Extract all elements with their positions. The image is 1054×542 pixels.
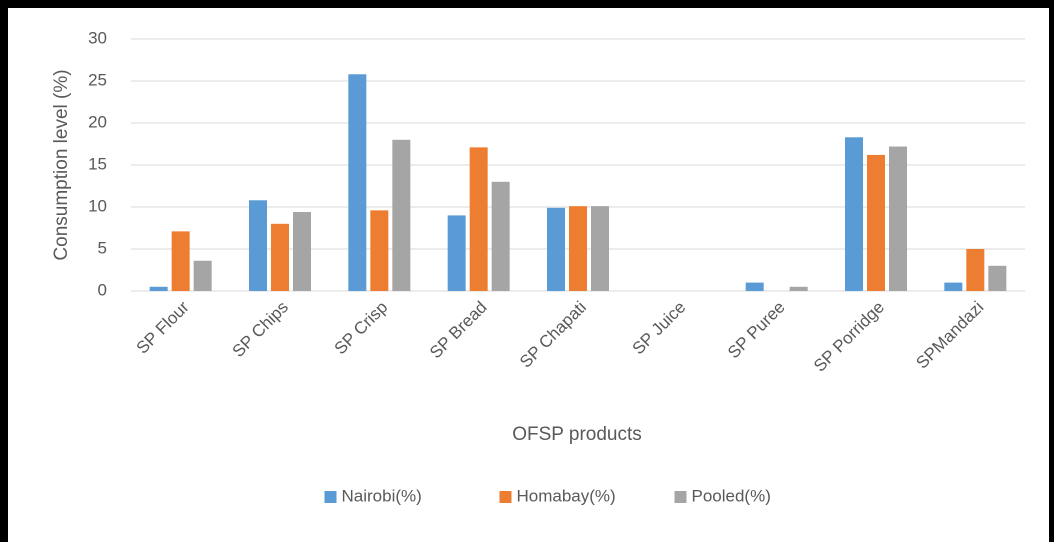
bar [348, 74, 367, 291]
y-tick-label: 0 [98, 280, 107, 299]
legend-label: Homabay(%) [517, 486, 616, 505]
bar [149, 286, 168, 291]
x-axis-title: OFSP products [512, 424, 642, 445]
y-tick-label: 20 [88, 112, 107, 131]
bar [889, 146, 907, 291]
y-tick-label: 10 [88, 196, 107, 215]
bar [547, 207, 565, 291]
bar [293, 212, 311, 291]
frame-right [1049, 0, 1054, 542]
frame-top [0, 0, 1054, 8]
y-tick-label: 15 [88, 154, 107, 173]
bar [392, 139, 411, 291]
y-axis-title: Consumption level (%) [51, 69, 72, 260]
frame-left [0, 0, 8, 542]
bar [193, 260, 212, 291]
bar [249, 200, 267, 291]
bar [988, 265, 1007, 291]
bar [569, 206, 587, 291]
bar [591, 206, 609, 291]
bar [944, 282, 963, 291]
legend-swatch [324, 491, 337, 503]
legend-label: Pooled(%) [692, 486, 771, 505]
bar [469, 147, 488, 291]
y-tick-label: 25 [88, 70, 107, 89]
bar [867, 154, 885, 291]
bar [370, 210, 389, 291]
bar [271, 223, 289, 291]
bar [447, 215, 466, 291]
legend-swatch [499, 491, 512, 503]
bar [845, 137, 863, 291]
legend-label: Nairobi(%) [342, 486, 422, 505]
bar [966, 249, 985, 291]
bar [491, 181, 510, 291]
bar [789, 286, 808, 291]
y-tick-label: 5 [98, 238, 107, 257]
bar [745, 282, 764, 291]
bar [171, 231, 190, 291]
y-tick-label: 30 [88, 28, 107, 47]
legend-swatch [674, 491, 687, 503]
